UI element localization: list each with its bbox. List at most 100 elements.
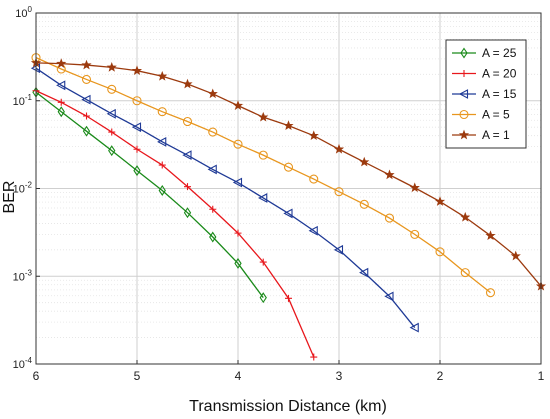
data-point-triangle — [308, 225, 318, 236]
data-point-plus — [184, 183, 191, 191]
legend: A = 25 A = 20 A = 15 A = 5 A = 1 — [445, 39, 527, 149]
x-tick-label: 2 — [437, 369, 444, 383]
data-point-triangle — [131, 122, 142, 133]
data-point-triangle — [409, 322, 419, 333]
series-layer — [30, 53, 547, 361]
data-point-star — [56, 58, 67, 68]
data-point-star — [283, 120, 294, 130]
data-point-diamond — [183, 207, 192, 219]
data-point-triangle — [458, 89, 469, 99]
x-tick-label: 5 — [134, 369, 141, 383]
data-point-plus — [460, 70, 468, 77]
data-point-diamond — [57, 106, 65, 118]
y-tick-label: 10-1 — [13, 93, 33, 108]
data-point-plus — [285, 294, 292, 302]
data-point-triangle — [157, 136, 167, 147]
data-point-star — [131, 65, 143, 76]
data-point-circle — [233, 139, 243, 149]
data-point-circle — [107, 84, 117, 94]
data-point-plus — [158, 161, 166, 169]
data-point-triangle — [207, 164, 217, 175]
data-point-plus — [83, 112, 90, 120]
data-point-star — [434, 196, 446, 206]
data-point-plus — [133, 145, 141, 153]
data-point-triangle — [384, 291, 394, 302]
data-point-star — [232, 100, 244, 110]
series-line — [35, 91, 264, 299]
data-point-plus — [234, 229, 242, 237]
legend-label: A = 5 — [482, 108, 510, 122]
data-point-diamond — [460, 47, 468, 59]
data-point-diamond — [82, 125, 91, 137]
data-point-triangle — [182, 150, 192, 161]
data-point-star — [81, 59, 92, 70]
data-point-star — [308, 130, 319, 140]
data-point-circle — [359, 199, 369, 209]
data-point-diamond — [209, 231, 217, 243]
data-point-circle — [157, 107, 167, 117]
legend-label: A = 15 — [482, 87, 517, 101]
data-point-triangle — [359, 267, 369, 278]
data-point-triangle — [106, 108, 116, 119]
y-tick-label: 100 — [15, 5, 32, 20]
data-point-circle — [132, 96, 142, 106]
y-tick-label: 10-4 — [13, 356, 33, 371]
data-point-star — [333, 143, 345, 154]
series-a=5 — [31, 53, 496, 298]
data-point-triangle — [81, 94, 91, 105]
data-point-star — [458, 129, 470, 140]
data-point-star — [359, 156, 370, 167]
series-a=15 — [30, 63, 419, 333]
x-tick-label: 4 — [235, 369, 242, 383]
data-point-star — [106, 62, 117, 72]
series-line — [35, 57, 491, 294]
legend-entry: A = 15 — [452, 87, 517, 101]
legend-entry: A = 1 — [452, 128, 510, 142]
data-point-circle — [435, 247, 445, 257]
series-line — [35, 90, 315, 358]
axes-frame — [35, 12, 542, 365]
data-point-triangle — [56, 80, 66, 91]
data-point-plus — [259, 258, 267, 266]
data-point-star — [182, 78, 193, 89]
data-point-diamond — [158, 184, 166, 196]
data-point-circle — [258, 150, 268, 160]
data-point-diamond — [234, 257, 242, 269]
data-point-circle — [208, 127, 218, 137]
data-point-circle — [309, 174, 319, 184]
data-point-circle — [283, 162, 294, 172]
data-point-circle — [334, 187, 344, 197]
data-point-star — [510, 250, 521, 261]
data-point-star — [258, 111, 269, 122]
series-a=20 — [32, 87, 318, 361]
y-axis-title: BER — [1, 181, 18, 214]
data-point-star — [157, 70, 168, 81]
data-point-star — [207, 88, 218, 99]
data-point-circle — [410, 229, 420, 239]
legend-entry: A = 20 — [452, 67, 517, 81]
data-point-circle — [182, 116, 193, 127]
data-point-circle — [384, 213, 395, 223]
data-point-circle — [459, 109, 469, 120]
data-point-star — [485, 230, 496, 241]
x-axis-title: Transmission Distance (km) — [189, 398, 387, 415]
legend-label: A = 20 — [482, 67, 517, 81]
data-point-plus — [57, 98, 65, 106]
legend-label: A = 1 — [482, 128, 510, 142]
x-tick-label: 3 — [336, 369, 343, 383]
data-point-circle — [81, 74, 92, 84]
y-tick-label: 10-3 — [13, 268, 33, 283]
data-point-triangle — [283, 208, 293, 219]
legend-entry: A = 5 — [452, 108, 510, 122]
data-point-diamond — [259, 292, 267, 304]
data-point-star — [460, 211, 471, 222]
data-point-star — [384, 169, 395, 180]
x-tick-label: 6 — [33, 369, 40, 383]
data-point-triangle — [232, 177, 243, 188]
data-point-triangle — [258, 193, 268, 203]
tick-labels: 6 5 4 3 2 1 100 10-1 10-2 10-3 10-4 — [13, 5, 545, 383]
legend-entry: A = 25 — [452, 46, 517, 60]
data-point-plus — [209, 205, 217, 213]
